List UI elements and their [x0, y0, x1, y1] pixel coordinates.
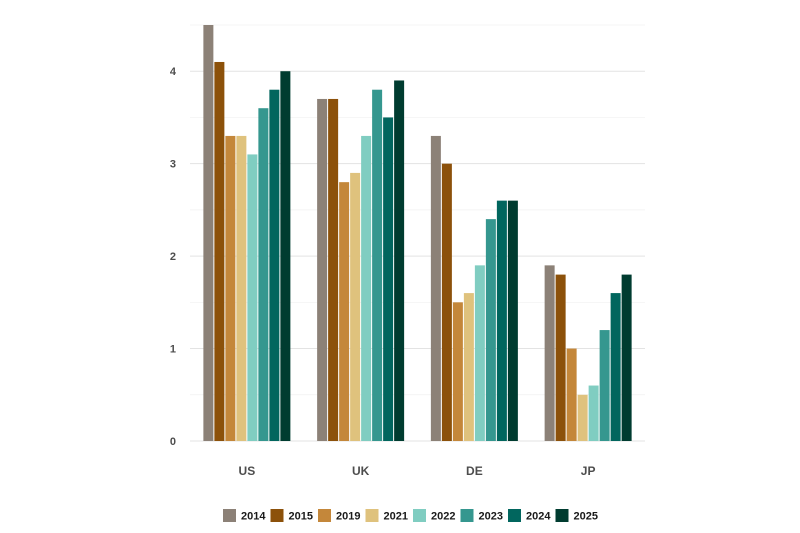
- x-tick-label: JP: [581, 464, 596, 478]
- bar-us-2014: [203, 25, 214, 441]
- legend-label: 2024: [526, 511, 551, 523]
- bar-uk-2023: [372, 89, 383, 441]
- legend-label: 2021: [384, 511, 408, 523]
- y-tick-label: 4: [170, 66, 177, 78]
- legend-label: 2019: [336, 511, 360, 523]
- bar-de-2025: [507, 200, 518, 441]
- bar-de-2021: [463, 293, 474, 441]
- bars: [203, 25, 632, 441]
- legend-swatch: [318, 509, 331, 522]
- bar-jp-2023: [599, 330, 610, 441]
- legend-swatch: [365, 509, 379, 522]
- x-tick-label: US: [239, 464, 256, 478]
- bar-us-2022: [247, 154, 258, 441]
- bar-de-2015: [441, 163, 452, 441]
- bar-jp-2019: [566, 348, 577, 441]
- bar-de-2024: [496, 200, 507, 441]
- bar-jp-2021: [577, 394, 588, 441]
- legend-label: 2022: [431, 511, 455, 523]
- bar-us-2015: [214, 61, 225, 441]
- bar-de-2019: [452, 302, 463, 441]
- legend: 2014 2015 2019 2021 2022 2023 2024 2025: [223, 509, 598, 523]
- bar-de-2023: [485, 219, 496, 441]
- legend-label: 2025: [574, 511, 598, 523]
- bar-uk-2022: [361, 135, 372, 441]
- x-tick-label: UK: [352, 464, 370, 478]
- bar-uk-2019: [339, 182, 350, 441]
- bar-us-2024: [269, 89, 280, 441]
- bar-us-2025: [280, 71, 291, 441]
- legend-label: 2023: [479, 511, 503, 523]
- bar-us-2021: [236, 135, 247, 441]
- y-tick-label: 3: [170, 159, 176, 171]
- y-tick-label: 1: [170, 344, 176, 356]
- bar-uk-2021: [350, 172, 361, 441]
- x-tick-label: DE: [466, 464, 483, 478]
- legend-label: 2015: [289, 511, 313, 523]
- legend-label: 2014: [241, 511, 266, 523]
- bar-us-2023: [258, 108, 269, 441]
- bar-uk-2014: [317, 98, 328, 441]
- gridlines: [190, 24, 645, 442]
- bar-jp-2015: [555, 274, 566, 441]
- bar-de-2022: [474, 265, 485, 441]
- bar-uk-2025: [394, 80, 405, 441]
- bar-jp-2014: [544, 265, 555, 441]
- bar-jp-2024: [610, 293, 621, 441]
- bar-uk-2024: [383, 117, 394, 441]
- y-axis-ticks: 0 1 2 3 4: [170, 66, 177, 448]
- bar-us-2019: [225, 135, 236, 441]
- legend-swatch: [555, 509, 569, 522]
- bar-de-2014: [430, 135, 441, 441]
- bar-jp-2022: [588, 385, 599, 441]
- bar-jp-2025: [621, 274, 632, 441]
- bar-uk-2015: [328, 98, 339, 441]
- legend-swatch: [413, 509, 426, 522]
- legend-swatch: [223, 509, 236, 522]
- y-tick-label: 2: [170, 251, 176, 263]
- y-tick-label: 0: [170, 436, 176, 448]
- x-axis-labels: US UK DE JP: [239, 464, 596, 478]
- legend-swatch: [508, 509, 521, 522]
- legend-swatch: [270, 509, 284, 522]
- legend-swatch: [460, 509, 474, 522]
